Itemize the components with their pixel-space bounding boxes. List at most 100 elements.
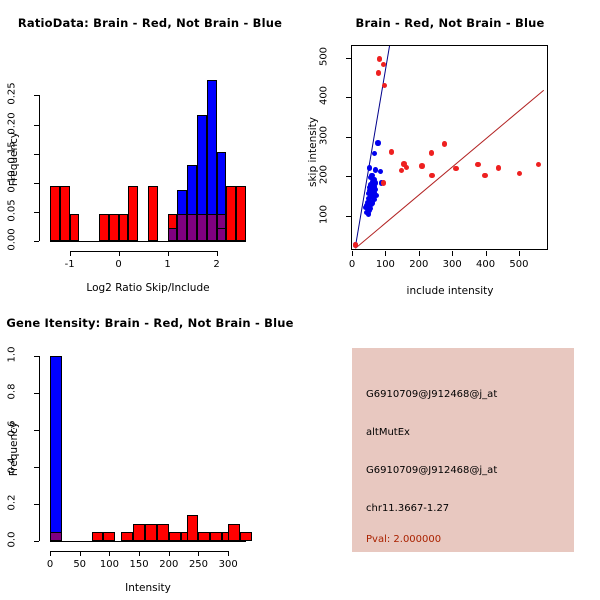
scatter-point-brain	[453, 165, 459, 172]
scatter-point-brain	[516, 170, 523, 177]
ratio-bar-overlap	[206, 213, 217, 241]
ratio-bar-red	[69, 213, 80, 241]
x-tick-label: 100	[375, 259, 395, 270]
y-tick	[34, 124, 39, 126]
scatter-point-notbrain	[371, 150, 378, 157]
scatter-ylabel: skip intensity	[307, 117, 319, 187]
scatter-point-brain	[401, 161, 407, 167]
scatter-point-brain	[535, 161, 542, 168]
scatter-plot-area	[351, 45, 548, 250]
x-axis-line	[69, 251, 217, 252]
y-axis-line	[39, 356, 40, 541]
ratio-bar-red	[99, 213, 109, 241]
scatter-point-notbrain	[372, 167, 379, 173]
info-line-pvalue: Pval: 2.000000	[366, 534, 442, 545]
y-tick	[34, 356, 39, 357]
scatter-point-notbrain	[363, 204, 369, 211]
scatter-point-brain	[381, 82, 388, 89]
x-tick-label: 0	[46, 559, 54, 570]
scatter-point-notbrain	[372, 180, 379, 186]
panel-gene-intensity-histogram: Gene Itensity: Brain - Red, Not Brain - …	[0, 300, 300, 600]
baseline	[50, 241, 246, 242]
x-tick-label: 0	[348, 259, 356, 270]
scatter-point-brain	[376, 56, 383, 62]
scatter-point-brain	[429, 172, 435, 179]
scatter-point-notbrain	[367, 205, 374, 212]
baseline	[50, 541, 246, 542]
x-tick-label: 300	[442, 259, 462, 270]
y-tick	[34, 211, 39, 213]
gene-bar-red	[168, 532, 181, 541]
y-tick-label: 1.0	[6, 346, 18, 363]
scatter-point-brain	[419, 163, 425, 169]
x-tick	[139, 551, 141, 556]
x-tick	[109, 551, 111, 556]
y-tick-label: 200	[318, 165, 330, 185]
ratio-bar-overlap	[177, 213, 188, 241]
gene-histogram-title: Gene Itensity: Brain - Red, Not Brain - …	[6, 316, 294, 330]
y-tick	[34, 504, 39, 505]
info-line-probe-id-2: G6910709@J912468@j_at	[366, 465, 498, 476]
x-tick	[198, 551, 200, 556]
scatter-point-notbrain	[366, 165, 373, 171]
y-tick	[34, 95, 39, 97]
x-tick-label: 200	[159, 559, 179, 570]
ratio-bar-red	[128, 185, 139, 241]
y-tick	[34, 182, 39, 184]
ratio-bar-red	[226, 185, 237, 241]
panel-ratio-histogram: RatioData: Brain - Red, Not Brain - Blue…	[0, 0, 300, 300]
panel-intensity-scatter: Brain - Red, Not Brain - Blue skip inten…	[300, 0, 600, 300]
y-tick	[34, 393, 39, 394]
scatter-point-brain	[403, 164, 410, 171]
x-tick	[167, 251, 169, 256]
reference-line	[355, 46, 391, 247]
ratio-histogram-title: RatioData: Brain - Red, Not Brain - Blue	[17, 16, 283, 30]
ratio-bar-overlap	[197, 213, 207, 241]
x-tick	[228, 551, 230, 556]
scatter-xlabel: include intensity	[406, 285, 494, 297]
ratio-bar-overlap	[167, 228, 178, 241]
scatter-point-notbrain	[365, 211, 372, 217]
gene-histogram-plot-area	[50, 356, 252, 542]
scatter-point-notbrain	[377, 168, 384, 175]
x-tick	[216, 251, 218, 256]
ratio-histogram-xlabel: Log2 Ratio Skip/Include	[86, 282, 210, 294]
gene-histogram-xlabel: Intensity	[125, 582, 171, 594]
scatter-point-brain	[441, 141, 448, 147]
y-tick	[346, 176, 351, 178]
ratio-bar-red	[236, 185, 246, 241]
x-tick-label: 250	[188, 559, 209, 570]
ratio-histogram-plot-area	[50, 78, 246, 242]
gene-bar-overlap	[50, 532, 62, 541]
x-tick	[518, 251, 520, 256]
gene-bar-blue	[50, 356, 62, 541]
panel-gene-info: G6910709@J912468@j_at altMutEx G6910709@…	[352, 348, 574, 552]
scatter-point-notbrain	[367, 184, 373, 191]
gene-bar-red	[145, 523, 157, 541]
gene-bar-red	[91, 532, 104, 541]
scatter-point-notbrain	[369, 182, 376, 188]
ratio-bar-red	[50, 185, 60, 241]
scatter-point-brain	[352, 242, 359, 248]
scatter-point-brain	[388, 149, 395, 155]
y-tick	[34, 153, 39, 155]
y-tick	[34, 541, 39, 542]
scatter-point-brain	[380, 61, 387, 68]
gene-bar-red	[228, 523, 241, 541]
x-tick-label: 400	[476, 259, 496, 270]
gene-bar-red	[240, 532, 252, 541]
x-tick	[352, 251, 353, 256]
y-tick-label: 500	[318, 46, 330, 66]
x-tick	[50, 551, 51, 556]
x-tick	[452, 251, 454, 256]
x-tick	[168, 551, 170, 556]
x-tick-label: 200	[409, 259, 429, 270]
y-axis-line	[39, 95, 40, 241]
scatter-point-brain	[482, 172, 488, 179]
x-tick-label: -1	[64, 259, 75, 270]
scatter-point-brain	[428, 150, 435, 156]
x-tick	[485, 251, 487, 256]
y-tick	[34, 241, 39, 242]
x-tick-label: 0	[115, 259, 122, 270]
ratio-bar-overlap	[216, 228, 227, 241]
